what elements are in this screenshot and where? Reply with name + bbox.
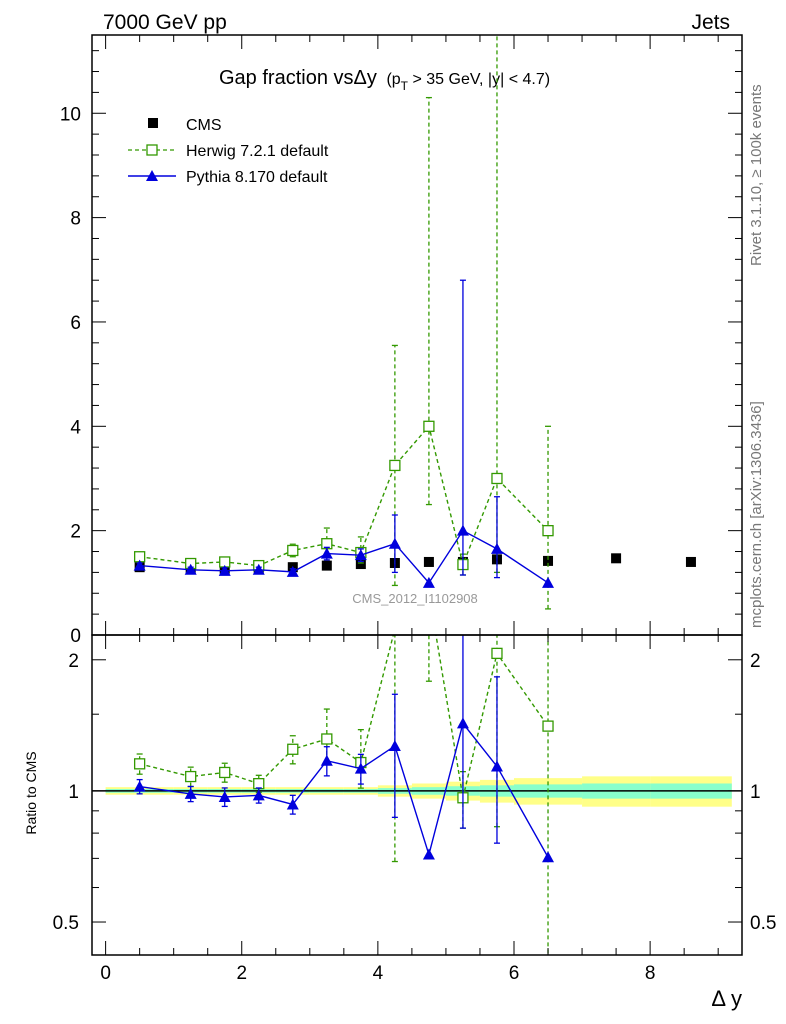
pythia-ratio-point xyxy=(422,848,435,860)
pythia-point xyxy=(320,547,333,559)
x-axis-label: Δ y xyxy=(711,986,742,1011)
pythia-ratio-point xyxy=(490,760,503,772)
rivet-label: Rivet 3.1.10, ≥ 100k events xyxy=(748,84,765,266)
pythia-ratio-point xyxy=(252,789,265,801)
herwig-ratio-point xyxy=(219,766,231,779)
pythia-ratio-point xyxy=(218,790,231,802)
pythia-ratio-point xyxy=(184,787,197,799)
ratio-y-tick-label-right: 0.5 xyxy=(750,913,776,934)
legend-cms-marker xyxy=(148,118,158,128)
legend-herwig-label: Herwig 7.2.1 default xyxy=(186,143,329,160)
x-tick-label: 6 xyxy=(509,963,520,984)
cms-point xyxy=(321,560,332,571)
ratio-ylabel: Ratio to CMS xyxy=(23,751,39,834)
ratio-y-tick-label-right: 2 xyxy=(750,651,761,672)
herwig-ratio-point xyxy=(390,624,400,634)
herwig-ratio-point xyxy=(185,770,197,783)
mcplots-label: mcplots.cern.ch [arXiv:1306.3436] xyxy=(748,401,765,628)
chart-title-cuts: > 35 GeV, |y| < 4.7) xyxy=(408,71,550,88)
x-tick-label: 8 xyxy=(645,963,656,984)
pythia-ratio-point xyxy=(456,717,469,729)
pythia-ratio-point xyxy=(388,739,401,751)
ratio-y-tick-label: 2 xyxy=(68,651,79,672)
cms-point xyxy=(355,559,366,570)
legend-cms-label: CMS xyxy=(186,117,222,134)
axes: 0 2 4 6 8 0 2 4 6 8 10 0.5 0.5 1 1 2 2 xyxy=(53,34,776,984)
ratio-y-tick-label: 1 xyxy=(68,782,79,803)
x-tick-label: 4 xyxy=(373,963,384,984)
herwig-line xyxy=(139,424,549,567)
legend-herwig-marker xyxy=(146,144,158,156)
chart-title-sub: (p xyxy=(386,71,400,88)
legend: CMS Herwig 7.2.1 default Pythia 8.170 de… xyxy=(128,117,329,186)
y-tick-label: 6 xyxy=(70,313,81,334)
x-tick-label: 0 xyxy=(100,963,111,984)
header-left: 7000 GeV pp xyxy=(103,11,227,34)
pythia-ratio-line xyxy=(139,721,549,858)
pythia-point xyxy=(388,537,401,549)
pythia-point xyxy=(542,576,555,588)
chart-title-main: Gap fraction vsΔy xyxy=(219,67,377,89)
y-tick-label: 0 xyxy=(70,626,81,647)
y-tick-label: 10 xyxy=(60,104,81,125)
herwig-ratio-line xyxy=(139,635,549,798)
pythia-ratio-point xyxy=(320,754,333,766)
herwig-point xyxy=(491,472,503,485)
pythia-point xyxy=(252,563,265,575)
ratio-y-tick-label: 0.5 xyxy=(53,913,79,934)
herwig-ratio-point xyxy=(287,743,299,755)
herwig-ratio-point xyxy=(542,720,554,732)
cms-point xyxy=(423,556,434,567)
herwig-point xyxy=(287,544,299,557)
cms-point xyxy=(543,555,554,566)
pythia-point xyxy=(133,559,146,571)
legend-pythia-label: Pythia 8.170 default xyxy=(186,169,328,186)
y-tick-label: 2 xyxy=(70,522,81,543)
herwig-ratio-point xyxy=(253,778,265,790)
x-tick-label: 2 xyxy=(236,963,247,984)
pythia-ratio-point xyxy=(286,798,299,810)
header-right: Jets xyxy=(691,11,730,34)
herwig-point xyxy=(389,459,401,472)
herwig-ratio-point xyxy=(321,733,333,745)
herwig-point xyxy=(423,420,435,432)
analysis-watermark: CMS_2012_I1102908 xyxy=(352,591,478,606)
pythia-ratio-point xyxy=(354,762,367,774)
pythia-point xyxy=(456,524,469,536)
herwig-ratio-point xyxy=(133,758,146,770)
y-tick-label: 4 xyxy=(70,417,81,438)
herwig-point xyxy=(542,525,554,537)
legend-pythia-marker xyxy=(146,170,158,181)
cms-point xyxy=(611,553,622,564)
pythia-ratio-point xyxy=(542,851,555,863)
main-panel xyxy=(133,35,696,610)
pythia-point xyxy=(184,563,197,575)
y-tick-label: 8 xyxy=(70,209,81,230)
ratio-panel xyxy=(92,624,742,955)
chart-title: Gap fraction vsΔy (pT > 35 GeV, |y| < 4.… xyxy=(219,67,550,93)
pythia-point xyxy=(286,565,299,577)
pythia-point xyxy=(354,549,367,561)
pythia-point xyxy=(218,564,231,576)
pythia-line xyxy=(139,529,549,584)
pythia-ratio-point xyxy=(133,780,146,792)
pythia-point xyxy=(422,576,435,588)
pythia-point xyxy=(490,542,503,554)
herwig-ratio-point xyxy=(491,647,503,660)
ratio-y-tick-label-right: 1 xyxy=(750,782,761,803)
cms-point xyxy=(685,556,696,567)
chart-title-sub-t: T xyxy=(401,79,409,93)
ratio-frame xyxy=(91,634,743,956)
